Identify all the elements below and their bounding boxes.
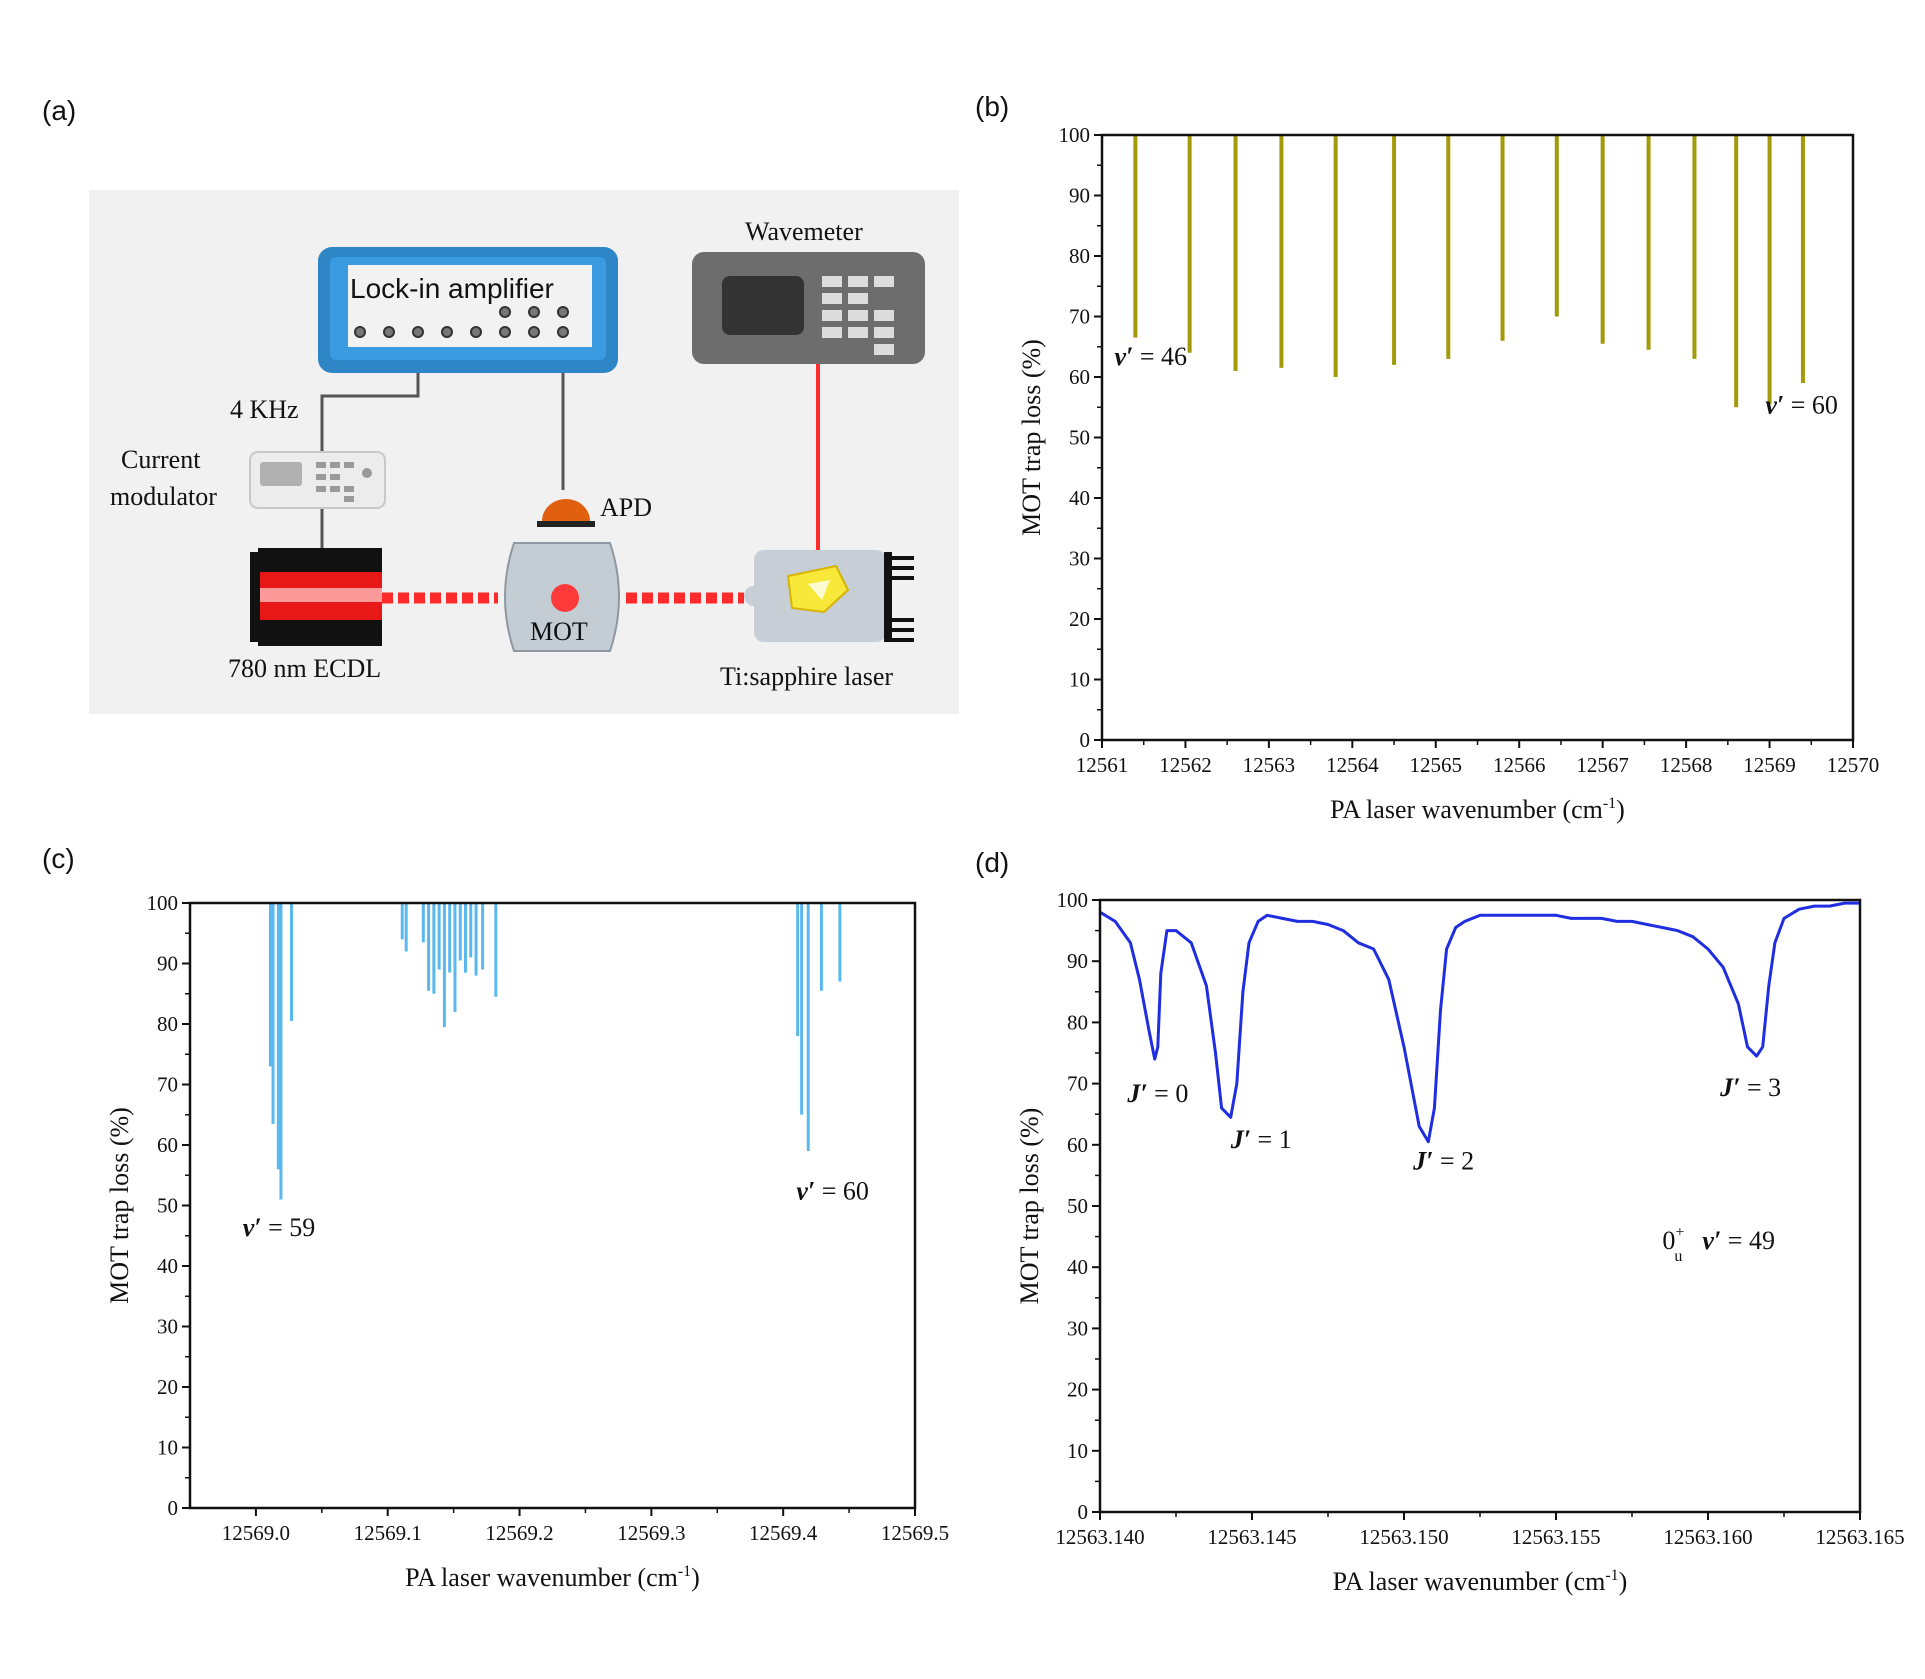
chart-d-xtick-label-3: 12563.155	[1511, 1525, 1600, 1549]
chart-b-xtick-label-6: 12567	[1576, 753, 1629, 777]
chart-d-state-label: 0+ uv′ = 49	[1662, 1224, 1775, 1265]
chart-d-ytick-label-7: 70	[1067, 1072, 1088, 1096]
chart-c-ytick-label-3: 30	[157, 1315, 178, 1339]
chart-d-xtick-label-1: 12563.145	[1207, 1525, 1296, 1549]
chart-b-ytick-label-3: 30	[1069, 547, 1090, 571]
chart-c-ytick-label-1: 10	[157, 1436, 178, 1460]
chart-d-annotation-3: J′ = 3	[1719, 1073, 1781, 1102]
chart-b-ytick-label-5: 50	[1069, 426, 1090, 450]
chart-d-annotation-2: J′ = 2	[1412, 1146, 1474, 1175]
wavemeter: Wavemeter	[692, 217, 925, 364]
chart-c-ytick-label-8: 80	[157, 1012, 178, 1036]
chart-b-xtick-label-2: 12563	[1243, 753, 1296, 777]
chart-b-ytick-label-6: 60	[1069, 365, 1090, 389]
panel-label-b: (b)	[975, 91, 1009, 122]
chart-b-ytick-label-7: 70	[1069, 305, 1090, 329]
chart-b-ytick-label-9: 90	[1069, 184, 1090, 208]
chart-d-xtick-label-5: 12563.165	[1815, 1525, 1904, 1549]
chart-b-ytick-label-8: 80	[1069, 244, 1090, 268]
wavemeter-label: Wavemeter	[745, 217, 863, 246]
chart-c-xtick-label-2: 12569.2	[485, 1521, 553, 1545]
chart-d-ytick-label-5: 50	[1067, 1194, 1088, 1218]
chart-d-ytick-label-0: 0	[1078, 1500, 1089, 1524]
chart-d-xtick-label-0: 12563.140	[1055, 1525, 1144, 1549]
mot-label: MOT	[530, 617, 588, 646]
chart-c-annotation-0: v′ = 59	[243, 1213, 316, 1242]
tisapphire-label: Ti:sapphire laser	[720, 662, 893, 691]
current-modulator	[249, 451, 386, 509]
chart-d-ylabel: MOT trap loss (%)	[1015, 1108, 1044, 1305]
chart-c-xtick-label-3: 12569.3	[617, 1521, 685, 1545]
chart-d-ytick-label-6: 60	[1067, 1133, 1088, 1157]
chart-b-ytick-label-2: 20	[1069, 607, 1090, 631]
chart-b-xtick-label-9: 12570	[1827, 753, 1880, 777]
panel-label-d: (d)	[975, 847, 1009, 878]
chart-b-annotation-1: v′ = 60	[1765, 390, 1838, 419]
chart-d-ytick-label-9: 90	[1067, 949, 1088, 973]
chart-b-ytick-label-1: 10	[1069, 668, 1090, 692]
panel-label-c: (c)	[42, 843, 75, 874]
mot-chamber: MOT	[504, 542, 620, 652]
lockin-amplifier: Lock-in amplifier	[318, 247, 618, 373]
panel-label-a: (a)	[42, 95, 76, 126]
chart-d-xtick-label-4: 12563.160	[1663, 1525, 1752, 1549]
chart-c-xtick-label-1: 12569.1	[354, 1521, 422, 1545]
chart-b-ytick-label-0: 0	[1080, 728, 1091, 752]
chart-c-ytick-label-0: 0	[168, 1496, 179, 1520]
chart-b-xtick-label-0: 12561	[1076, 753, 1129, 777]
chart-d: 0 10 20 30 40 50 60 70 80 90 100 12563.140 12563.145…	[1015, 888, 1905, 1596]
chart-d-frame	[1098, 898, 1862, 1514]
modulator-label-line2: modulator	[110, 482, 217, 511]
chart-d-ytick-label-8: 80	[1067, 1010, 1088, 1034]
apd-detector: APD	[537, 493, 652, 527]
chart-c-xtick-label-5: 12569.5	[881, 1521, 949, 1545]
chart-b-xtick-label-1: 12562	[1159, 753, 1212, 777]
chart-b-xtick-label-5: 12566	[1493, 753, 1546, 777]
chart-d-xlabel: PA laser wavenumber (cm-1)	[1333, 1567, 1628, 1596]
chart-b-ytick-label-4: 40	[1069, 486, 1090, 510]
chart-c-frame	[188, 901, 917, 1510]
chart-c: 0 10 20 30 40 50 60 70 80 90 100 12569.0 12569.1 1256…	[105, 891, 949, 1592]
chart-c-xtick-label-0: 12569.0	[222, 1521, 290, 1545]
tisapphire-laser: Ti:sapphire laser	[720, 550, 914, 691]
chart-b-annotation-0: v′ = 46	[1115, 342, 1188, 371]
setup-diagram: Lock-in amplifier Wavemeter 4 KHz Cu	[89, 190, 959, 714]
chart-c-ytick-label-4: 40	[157, 1254, 178, 1278]
freq-label: 4 KHz	[230, 395, 299, 424]
chart-c-ytick-label-10: 100	[147, 891, 179, 915]
chart-c-ytick-label-7: 70	[157, 1073, 178, 1097]
chart-c-ytick-label-2: 20	[157, 1375, 178, 1399]
chart-d-ytick-label-10: 100	[1057, 888, 1089, 912]
chart-d-annotation-1: J′ = 1	[1230, 1125, 1292, 1154]
chart-c-xtick-label-4: 12569.4	[749, 1521, 818, 1545]
chart-b: 0 10 20 30 40 50 60 70 80 90 100 12561 12562 12563 125…	[1017, 123, 1879, 824]
chart-b-xtick-label-7: 12568	[1660, 753, 1713, 777]
ecdl-laser: 780 nm ECDL	[228, 548, 382, 683]
chart-b-ylabel: MOT trap loss (%)	[1017, 339, 1046, 536]
chart-b-xtick-label-4: 12565	[1410, 753, 1463, 777]
chart-b-xtick-label-3: 12564	[1326, 753, 1379, 777]
chart-c-ylabel: MOT trap loss (%)	[105, 1107, 134, 1304]
chart-d-ytick-label-3: 30	[1067, 1316, 1088, 1340]
ecdl-label: 780 nm ECDL	[228, 654, 381, 683]
chart-d-annotation-0: J′ = 0	[1126, 1079, 1188, 1108]
chart-d-ytick-label-1: 10	[1067, 1439, 1088, 1463]
chart-b-xlabel: PA laser wavenumber (cm-1)	[1330, 795, 1625, 824]
chart-c-ytick-label-5: 50	[157, 1194, 178, 1218]
chart-b-xtick-label-8: 12569	[1743, 753, 1796, 777]
apd-label: APD	[600, 493, 652, 522]
chart-c-ytick-label-9: 90	[157, 952, 178, 976]
chart-d-series-line	[1099, 901, 1860, 1144]
chart-d-xtick-label-2: 12563.150	[1359, 1525, 1448, 1549]
chart-d-ytick-label-4: 40	[1067, 1255, 1088, 1279]
chart-c-ytick-label-6: 60	[157, 1133, 178, 1157]
chart-b-frame	[1100, 133, 1855, 742]
chart-b-ytick-label-10: 100	[1059, 123, 1091, 147]
modulator-label-line1: Current	[121, 445, 201, 474]
chart-c-xlabel: PA laser wavenumber (cm-1)	[405, 1563, 700, 1592]
lockin-label: Lock-in amplifier	[350, 273, 554, 304]
chart-c-annotation-1: v′ = 60	[796, 1176, 869, 1205]
chart-d-ytick-label-2: 20	[1067, 1378, 1088, 1402]
